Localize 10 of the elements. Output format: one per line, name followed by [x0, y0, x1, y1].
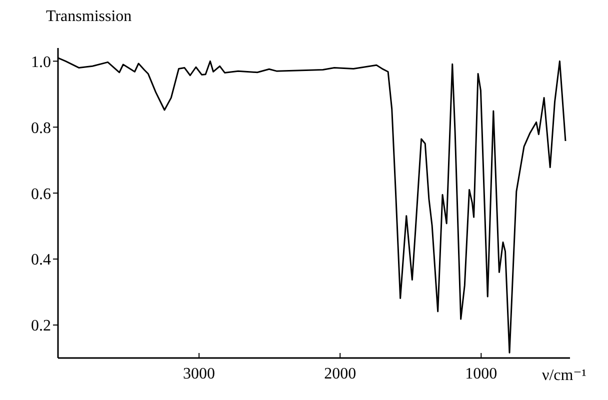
y-tick-label: 0.4	[31, 252, 51, 269]
y-tick-label: 0.2	[31, 318, 51, 335]
x-tick-label: 3000	[183, 365, 216, 382]
x-tick-label: 2000	[324, 365, 356, 382]
y-tick-label: 1.0	[31, 54, 51, 71]
y-tick-label: 0.8	[31, 120, 51, 137]
y-axis-title: Transmission	[46, 8, 132, 26]
x-axis-title: ν/cm⁻¹	[542, 366, 586, 385]
x-tick-label: 1000	[465, 365, 498, 382]
y-tick-label: 0.6	[31, 186, 51, 203]
